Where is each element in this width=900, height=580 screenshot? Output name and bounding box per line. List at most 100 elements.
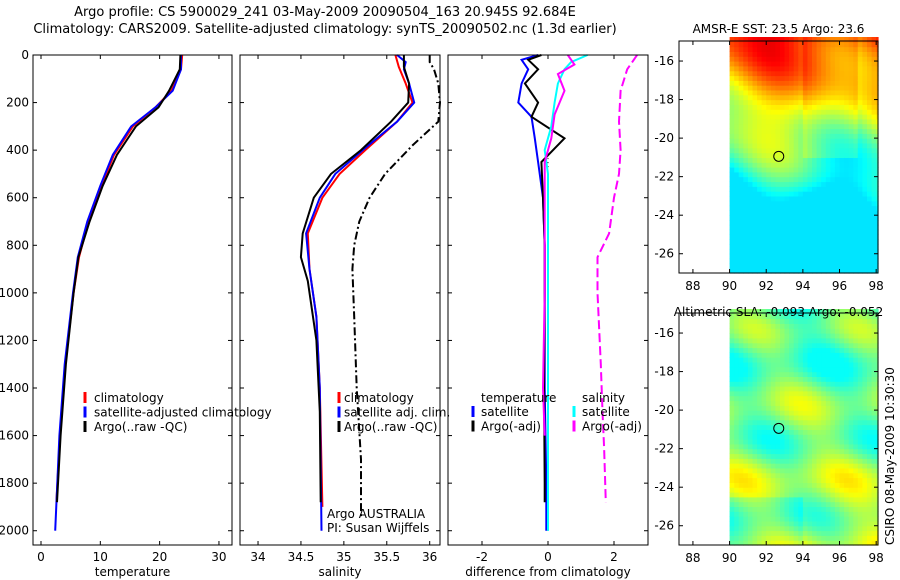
map-cell <box>830 75 836 81</box>
map-cell <box>862 443 868 450</box>
map-cell <box>729 248 735 255</box>
map-cell <box>734 516 740 522</box>
map-cell <box>775 41 781 48</box>
map-cell <box>848 85 854 91</box>
map-cell <box>862 171 868 178</box>
map-cell <box>743 414 749 421</box>
map-cell <box>834 195 841 202</box>
map-cell <box>734 496 740 503</box>
map-cell <box>821 195 827 202</box>
map-cell <box>766 99 772 105</box>
map-cell <box>844 94 850 101</box>
map-cell <box>830 390 836 397</box>
map-cell <box>738 395 744 402</box>
map-cell <box>848 414 854 421</box>
map-cell <box>844 323 850 329</box>
map-cell <box>757 224 763 231</box>
x-tick-label: 88 <box>685 551 700 565</box>
map-cell <box>738 482 744 488</box>
map-cell <box>812 381 818 387</box>
map-cell <box>743 448 749 455</box>
map-cell <box>821 229 827 235</box>
map-cell <box>848 366 854 373</box>
map-cell <box>766 210 772 216</box>
map-cell <box>871 520 877 527</box>
map-cell <box>798 309 804 315</box>
map-cell <box>834 530 841 536</box>
map-cell <box>830 114 836 120</box>
map-cell <box>834 337 841 344</box>
map-cell <box>784 381 790 387</box>
map-cell <box>807 366 813 373</box>
map-cell <box>871 99 877 105</box>
map-cell <box>844 162 850 168</box>
map-cell <box>757 381 763 387</box>
map-cell <box>876 381 879 387</box>
map-cell <box>789 215 795 221</box>
map-cell <box>844 258 850 264</box>
map-cell <box>853 200 859 207</box>
map-cell <box>757 477 763 483</box>
map-cell <box>830 472 836 479</box>
map-cell <box>752 181 758 187</box>
map-cell <box>743 268 749 274</box>
map-cell <box>770 94 776 101</box>
map-cell <box>752 309 758 315</box>
map-cell <box>770 75 776 81</box>
map-cell <box>816 210 822 216</box>
x-tick-label: 30 <box>211 550 226 564</box>
map-cell <box>734 200 740 207</box>
map-cell <box>793 357 799 363</box>
map-cell <box>871 85 877 91</box>
map-cell <box>857 366 863 373</box>
map-cell <box>775 429 781 435</box>
map-cell <box>834 520 841 527</box>
map-cell <box>862 142 868 149</box>
map-cell <box>876 234 879 240</box>
map-cell <box>789 414 795 421</box>
map-cell <box>793 200 799 207</box>
map-cell <box>862 152 868 158</box>
map-cell <box>867 253 873 260</box>
map-cell <box>871 41 877 48</box>
map-cell <box>830 244 836 250</box>
map-cell <box>747 540 754 546</box>
map-cell <box>839 46 845 52</box>
map-cell <box>848 205 854 211</box>
map-cell <box>816 352 822 358</box>
map-cell <box>862 357 868 363</box>
map-cell <box>743 200 749 207</box>
map-cell <box>802 191 809 197</box>
map-cell <box>775 482 781 488</box>
map-cell <box>853 104 859 110</box>
map-cell <box>821 205 827 211</box>
map-cell <box>766 410 772 416</box>
map-cell <box>834 540 841 546</box>
map-cell <box>752 239 758 245</box>
map-cell <box>857 109 863 115</box>
map-cell <box>825 530 831 536</box>
map-cell <box>802 85 809 91</box>
map-cell <box>798 80 804 86</box>
map-cell <box>848 61 854 67</box>
map-cell <box>862 70 868 77</box>
map-cell <box>825 535 831 541</box>
map-cell <box>816 400 822 406</box>
map-cell <box>812 487 818 493</box>
map-cell <box>853 65 859 72</box>
map-cell <box>839 210 845 216</box>
map-cell <box>780 337 786 344</box>
map-cell <box>789 352 795 358</box>
map-cell <box>775 361 781 368</box>
map-cell <box>807 41 813 48</box>
map-cell <box>867 258 873 264</box>
map-cell <box>743 114 749 120</box>
map-cell <box>876 395 879 402</box>
map-cell <box>766 439 772 445</box>
map-cell <box>812 463 818 469</box>
map-cell <box>834 85 841 91</box>
map-cell <box>825 70 831 77</box>
map-cell <box>784 405 790 411</box>
map-cell <box>839 458 845 464</box>
map-cell <box>738 89 744 96</box>
